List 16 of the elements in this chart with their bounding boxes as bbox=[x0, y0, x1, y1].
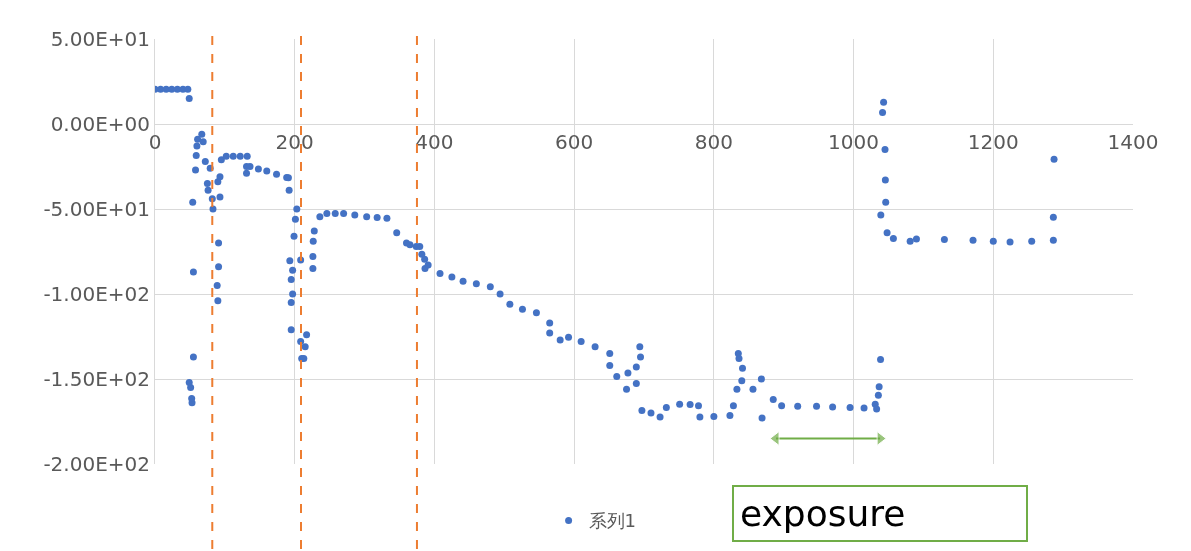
y-tick-label: -1.50E+02 bbox=[43, 367, 150, 391]
y-tick-label: 0.00E+00 bbox=[50, 112, 150, 136]
y-tick-label: 5.00E+01 bbox=[50, 27, 150, 51]
text: exposure bbox=[740, 493, 906, 534]
legend-label: 系列1 bbox=[588, 510, 637, 532]
x-tick-label: 1400 bbox=[1107, 130, 1159, 154]
x-tick-label: 0 bbox=[148, 130, 162, 154]
x-tick-label: 600 bbox=[555, 130, 594, 154]
y-tick-label: -5.00E+01 bbox=[43, 197, 150, 221]
x-tick-label: 200 bbox=[275, 130, 314, 154]
x-tick-label: 1000 bbox=[828, 130, 880, 154]
y-tick-label: -1.00E+02 bbox=[43, 282, 150, 306]
x-tick-label: 800 bbox=[694, 130, 733, 154]
y-tick-label: -2.00E+02 bbox=[43, 452, 150, 476]
x-tick-label: 1200 bbox=[967, 130, 1019, 154]
x-tick-label: 400 bbox=[415, 130, 454, 154]
